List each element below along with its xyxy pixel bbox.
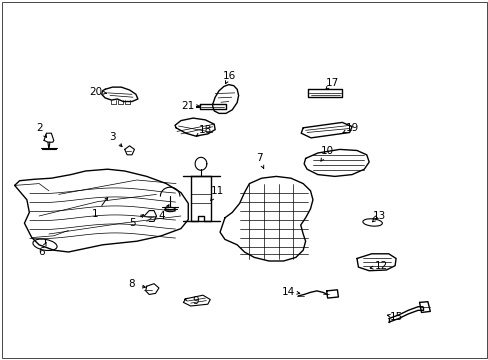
Text: 7: 7: [255, 153, 262, 163]
Text: 3: 3: [109, 132, 116, 142]
Text: 5: 5: [128, 218, 135, 228]
Text: 20: 20: [89, 87, 102, 97]
Text: 18: 18: [198, 125, 212, 135]
Text: 15: 15: [388, 312, 402, 322]
Text: 14: 14: [281, 287, 295, 297]
Text: 21: 21: [181, 101, 195, 111]
Text: 1: 1: [92, 209, 99, 219]
Text: 10: 10: [321, 146, 333, 156]
Text: 13: 13: [371, 211, 385, 221]
Text: 16: 16: [223, 71, 236, 81]
Text: 11: 11: [210, 186, 224, 196]
Text: 4: 4: [158, 211, 164, 221]
Text: 19: 19: [345, 123, 358, 133]
Text: 2: 2: [36, 123, 42, 133]
Text: 8: 8: [128, 279, 135, 289]
Text: 9: 9: [192, 296, 199, 306]
Text: 12: 12: [374, 261, 387, 271]
Text: 6: 6: [38, 247, 45, 257]
Text: 17: 17: [325, 78, 339, 88]
